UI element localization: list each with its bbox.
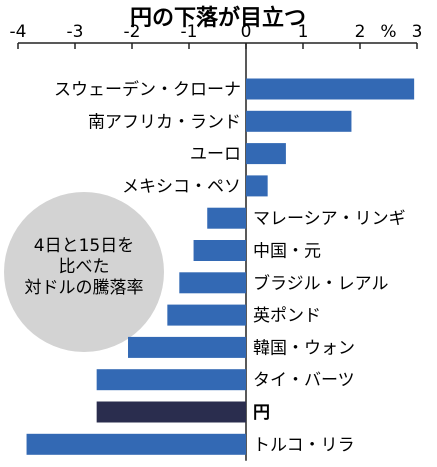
- category-label: 英ポンド: [253, 306, 321, 326]
- chart-title: 円の下落が目立つ: [130, 5, 306, 31]
- category-label: ユーロ: [190, 145, 241, 165]
- bar: [26, 433, 246, 455]
- category-label: マレーシア・リンギ: [253, 209, 406, 229]
- bar: [96, 369, 246, 391]
- annotation-line: 比べた: [59, 257, 110, 277]
- bar: [193, 240, 246, 261]
- bar: [246, 110, 352, 132]
- bar: [128, 336, 246, 358]
- category-label: 南アフリカ・ランド: [88, 112, 241, 132]
- category-label: トルコ・リラ: [253, 435, 355, 455]
- annotation-line: 4日と15日を: [34, 236, 134, 256]
- x-tick-label: -4: [10, 22, 27, 42]
- bar: [207, 207, 246, 229]
- x-tick-label: 0: [241, 22, 252, 42]
- category-label: 韓国・ウォン: [253, 338, 355, 358]
- annotation-circle: [4, 192, 164, 352]
- x-tick-label: -1: [181, 22, 198, 42]
- unit-label: %: [380, 22, 396, 42]
- x-tick-label: 1: [298, 22, 309, 42]
- bar: [167, 304, 246, 326]
- x-tick-label: -3: [67, 22, 84, 42]
- x-tick-label: -2: [124, 22, 141, 42]
- category-label: ブラジル・レアル: [253, 273, 389, 294]
- category-label: タイ・バーツ: [253, 371, 355, 391]
- x-tick-label: 2: [355, 22, 366, 42]
- category-label: スウェーデン・クローナ: [54, 79, 241, 100]
- annotation-line: 対ドルの騰落率: [25, 278, 144, 298]
- category-label: メキシコ・ペソ: [122, 177, 241, 197]
- category-label: 中国・元: [253, 242, 321, 262]
- bar: [96, 401, 246, 423]
- bar: [246, 143, 286, 165]
- x-tick-label: 3: [412, 22, 423, 42]
- category-label: 円: [253, 403, 270, 423]
- bar: [179, 272, 246, 294]
- bar: [246, 78, 415, 100]
- bar: [246, 175, 268, 197]
